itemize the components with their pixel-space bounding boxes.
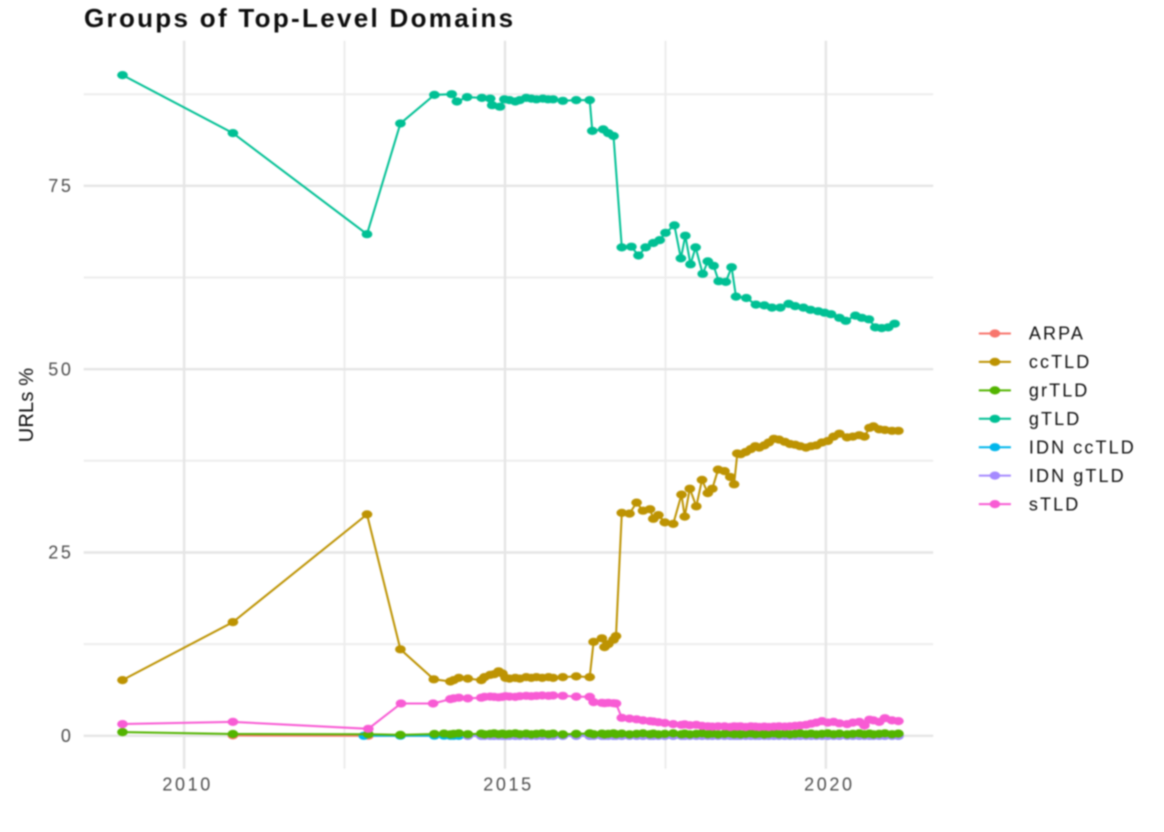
svg-text:25: 25 — [48, 543, 73, 563]
svg-text:ARPA: ARPA — [1029, 324, 1085, 344]
svg-text:0: 0 — [61, 726, 74, 746]
svg-text:Groups of Top-Level Domains: Groups of Top-Level Domains — [84, 3, 515, 33]
svg-text:sTLD: sTLD — [1029, 494, 1080, 514]
svg-text:2020: 2020 — [804, 775, 854, 795]
svg-text:IDN gTLD: IDN gTLD — [1029, 466, 1126, 486]
svg-text:50: 50 — [48, 359, 73, 379]
svg-text:IDN ccTLD: IDN ccTLD — [1029, 437, 1136, 457]
svg-text:grTLD: grTLD — [1029, 381, 1090, 401]
svg-text:gTLD: gTLD — [1029, 409, 1081, 429]
svg-text:ccTLD: ccTLD — [1029, 352, 1092, 372]
svg-text:2010: 2010 — [162, 775, 212, 795]
svg-text:2015: 2015 — [483, 775, 533, 795]
svg-text:URLs %: URLs % — [16, 368, 38, 443]
svg-text:75: 75 — [48, 176, 73, 196]
